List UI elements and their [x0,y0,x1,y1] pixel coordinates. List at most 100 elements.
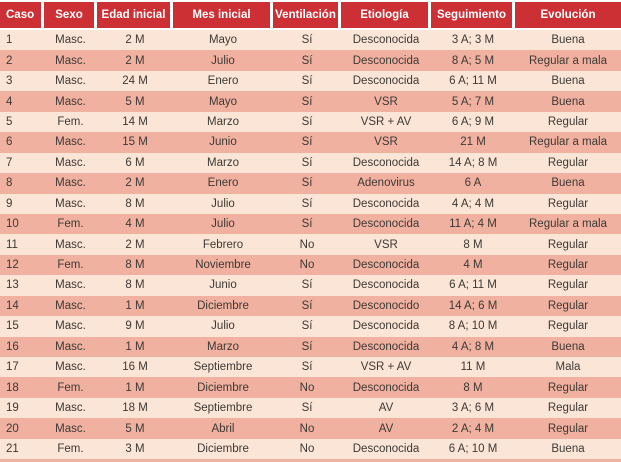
table-cell: Desconocida [352,75,420,88]
table-cell: Buena [551,442,585,455]
table-cell: 3 [6,75,13,88]
table-cell: Masc. [55,299,86,312]
table-cell: Fem. [57,381,84,394]
table-cell: 18 [6,381,19,394]
table-cell: Diciembre [197,381,249,394]
table-cell: Buena [551,340,585,353]
header-cell-evolucion: Evolución [515,2,621,28]
table-row: 8 Masc. 2 M Enero Sí Adenovirus 6 A Buena [0,173,621,194]
table-cell: Desconocida [352,442,420,455]
table-row: 9 Masc. 8 M Julio Sí Desconocida 4 A; 4 M Regul… [0,193,621,214]
table-cell: Regular [547,299,589,312]
table-cell: VSR + AV [360,361,412,374]
table-row: 10 Fem. 4 M Julio Sí Desconocida 11 A; 4 M Regu… [0,213,621,235]
table-cell: No [299,381,315,394]
table-cell: AV [378,422,394,435]
table-cell: Masc. [55,197,86,210]
table-cell: Mala [555,361,581,374]
header-cell-ventilacion: Ventilación [273,2,341,28]
table-cell: Septiembre [193,402,253,415]
table-cell: Sí [301,54,313,67]
table-cell: Desconocida [352,320,420,333]
table-cell: 8 [6,177,13,190]
table-cell: 21 [6,442,19,455]
table-cell: 2 M [125,177,145,190]
table-cell: Mayo [208,34,238,47]
table-body: 1 Masc. 2 M Mayo Sí Desconocida 3 A; 3 M Buena 2… [0,30,621,460]
table-cell: Noviembre [195,259,251,272]
table-cell: 2 A; 4 M [451,422,495,435]
table-cell: Masc. [55,340,86,353]
header-cell-etiologia: Etiología [341,2,431,28]
table-cell: 9 [6,197,13,210]
table-cell: Fem. [57,115,84,128]
table-cell: VSR [374,238,398,251]
table-row: 14 Masc. 1 M Diciembre Sí Desconocido 14 A; 6 … [0,295,621,317]
table-cell: 2 [6,54,13,67]
header-cell-edad-inicial: Edad inicial [97,2,173,28]
table-cell: Desconocida [352,340,420,353]
table-cell: 1 [6,34,13,47]
table-cell: Buena [551,34,585,47]
table-cell: Junio [209,136,237,149]
table-cell: Regular [547,238,589,251]
table-row: 18 Fem. 1 M Diciembre No Desconocida 8 M Regula… [0,377,621,398]
table-cell: Regular [547,422,589,435]
table-cell: Sí [301,299,313,312]
header-cell-mes-inicial: Mes inicial [173,2,273,28]
table-cell: Masc. [55,238,86,251]
table-cell: 12 [6,259,19,272]
table-row: 7 Masc. 6 M Marzo Sí Desconocida 14 A; 8 M Regu… [0,152,621,174]
table-cell: 14 A; 8 M [448,156,498,169]
table-cell: Desconocida [352,34,420,47]
table-bottom-strip [0,459,621,462]
table-row: 17 Masc. 16 M Septiembre Sí VSR + AV 11 M Mala [0,357,621,378]
table-cell: Abril [211,422,235,435]
table-cell: 3 A; 3 M [451,34,495,47]
table-cell: Fem. [57,218,84,231]
table-cell: 11 A; 4 M [449,218,497,231]
table-cell: Masc. [55,279,86,292]
table-cell: Sí [301,340,313,353]
table-cell: Buena [551,95,585,108]
table-cell: 5 A; 7 M [451,95,495,108]
table-cell: 6 A; 11 M [449,75,497,88]
table-cell: Diciembre [197,442,249,455]
table-cell: Masc. [55,422,86,435]
table-cell: Sí [301,402,313,415]
table-cell: 4 M [125,218,145,231]
table-cell: Masc. [55,361,86,374]
table-cell: 13 [6,279,19,292]
table-cell: Desconocida [352,156,420,169]
table-cell: 6 A [464,177,482,190]
table-cell: 18 M [122,402,148,415]
table-cell: 16 [6,340,19,353]
table-cell: Sí [301,136,313,149]
table-cell: 1 M [125,381,145,394]
table-cell: Buena [551,75,585,88]
table-cell: 6 [6,136,13,149]
table-cell: 5 [6,115,13,128]
table-cell: Fem. [57,442,84,455]
table-cell: 19 [6,402,19,415]
table-cell: Buena [551,177,585,190]
table-cell: Regular [547,381,589,394]
table-cell: 4 [6,95,13,108]
table-cell: Fem. [57,259,84,272]
table-cell: 11 M [460,361,486,374]
table-row: 5 Fem. 14 M Marzo Sí VSR + AV 6 A; 9 M Regular [0,111,621,133]
table-cell: 8 M [463,238,483,251]
table-cell: Masc. [55,177,86,190]
table-cell: Masc. [55,95,86,108]
table-cell: Masc. [55,54,86,67]
table-cell: Masc. [55,34,86,47]
table-row: 6 Masc. 15 M Junio Sí VSR 21 M Regular a mala [0,132,621,153]
table-cell: Regular [547,402,589,415]
table-cell: Sí [301,75,313,88]
table-cell: 14 A; 6 M [448,299,498,312]
table-cell: Regular [547,279,589,292]
table-cell: No [299,442,315,455]
table-cell: Regular [547,197,589,210]
table-cell: Desconocida [352,197,420,210]
table-cell: 7 [6,156,13,169]
